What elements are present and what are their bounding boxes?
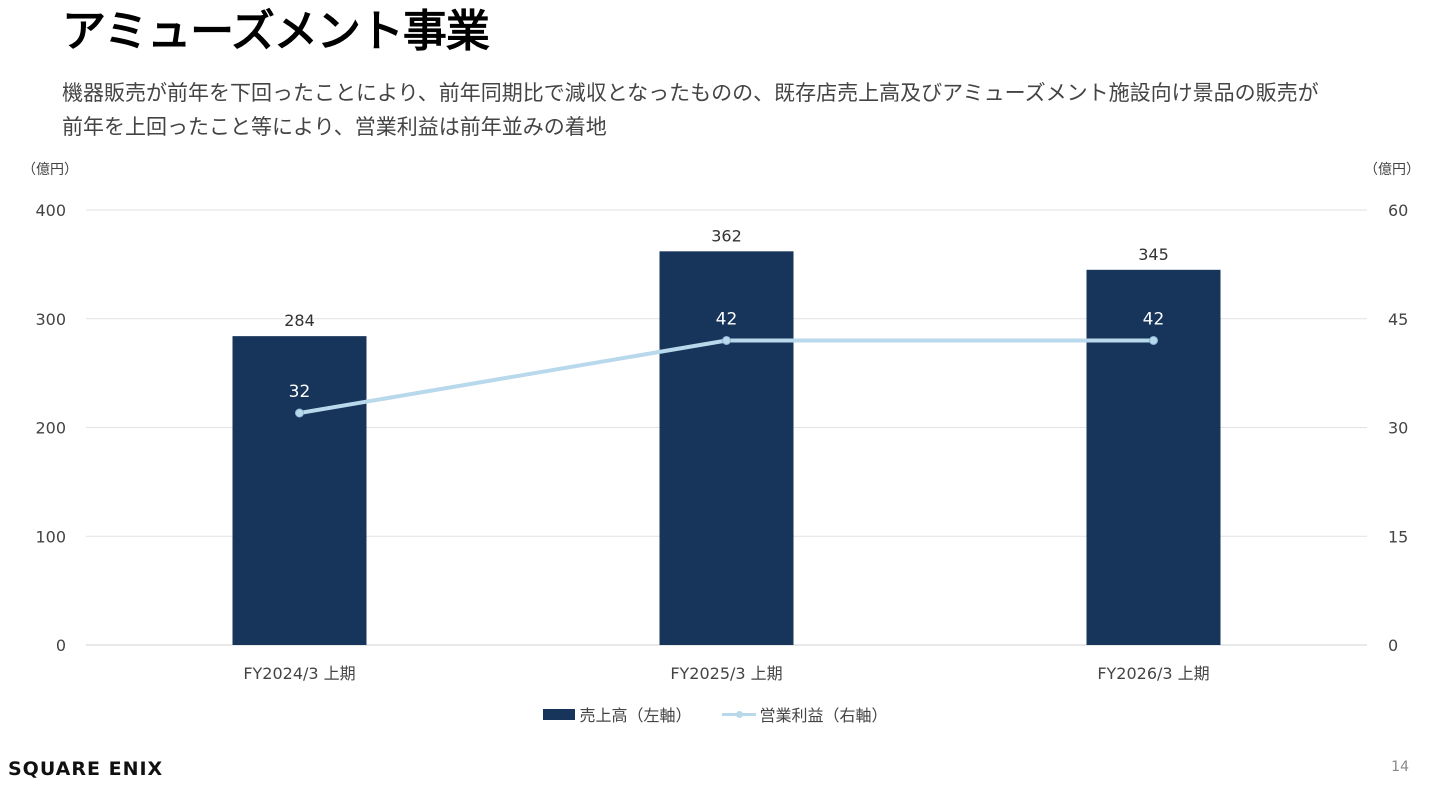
company-logo: SQUARE ENIX — [8, 758, 164, 780]
line-data-label: 42 — [1143, 310, 1165, 330]
legend-label: 営業利益（右軸） — [759, 706, 888, 725]
y-left-tick-label: 300 — [35, 310, 66, 329]
x-category-label: FY2024/3 上期 — [243, 664, 355, 683]
y-right-unit-label: （億円） — [1364, 162, 1420, 178]
page-description: 機器販売が前年を下回ったことにより、前年同期比で減収となったものの、既存店売上高… — [62, 76, 1402, 144]
y-right-tick-label: 30 — [1388, 419, 1408, 438]
line-point — [295, 408, 304, 418]
legend-item-sales: 売上高（左軸） — [543, 702, 692, 726]
line-point — [1149, 336, 1158, 345]
chart-legend: 売上高（左軸） 営業利益（右軸） — [0, 702, 1431, 726]
y-left-unit-label: （億円） — [22, 162, 78, 178]
description-line: 前年を上回ったこと等により、営業利益は前年並みの着地 — [62, 115, 607, 139]
y-right-tick-label: 15 — [1388, 527, 1408, 546]
line-point — [722, 336, 731, 345]
line-data-label: 32 — [289, 382, 311, 402]
legend-item-operating-income: 営業利益（右軸） — [721, 702, 888, 726]
page-title: アミューズメント事業 — [62, 6, 490, 57]
description-line: 機器販売が前年を下回ったことにより、前年同期比で減収となったものの、既存店売上高… — [62, 81, 1319, 105]
page-number: 14 — [1391, 759, 1409, 775]
legend-swatch-line — [721, 708, 756, 720]
bar-sales — [1086, 269, 1221, 645]
y-right-tick-label: 60 — [1388, 201, 1408, 220]
y-left-tick-label: 200 — [35, 419, 66, 438]
bar-data-label: 362 — [711, 226, 742, 245]
combo-chart: 0 100 200 300 400 0 15 30 45 60 （億円） （億円） 284 362 345 F… — [22, 162, 1420, 683]
bar-sales — [659, 251, 794, 645]
x-category-label: FY2026/3 上期 — [1097, 664, 1209, 683]
y-left-tick-label: 0 — [56, 636, 66, 655]
y-right-tick-label: 0 — [1388, 636, 1398, 655]
y-left-tick-label: 400 — [35, 201, 66, 220]
bar-sales — [232, 336, 367, 645]
legend-swatch-bar — [543, 708, 576, 720]
y-right-tick-label: 45 — [1388, 310, 1408, 329]
bar-data-label: 345 — [1138, 245, 1169, 264]
x-category-label: FY2025/3 上期 — [670, 664, 782, 683]
line-data-label: 42 — [716, 310, 738, 330]
legend-label: 売上高（左軸） — [579, 706, 692, 725]
y-left-tick-label: 100 — [35, 527, 66, 546]
bar-data-label: 284 — [284, 311, 315, 330]
